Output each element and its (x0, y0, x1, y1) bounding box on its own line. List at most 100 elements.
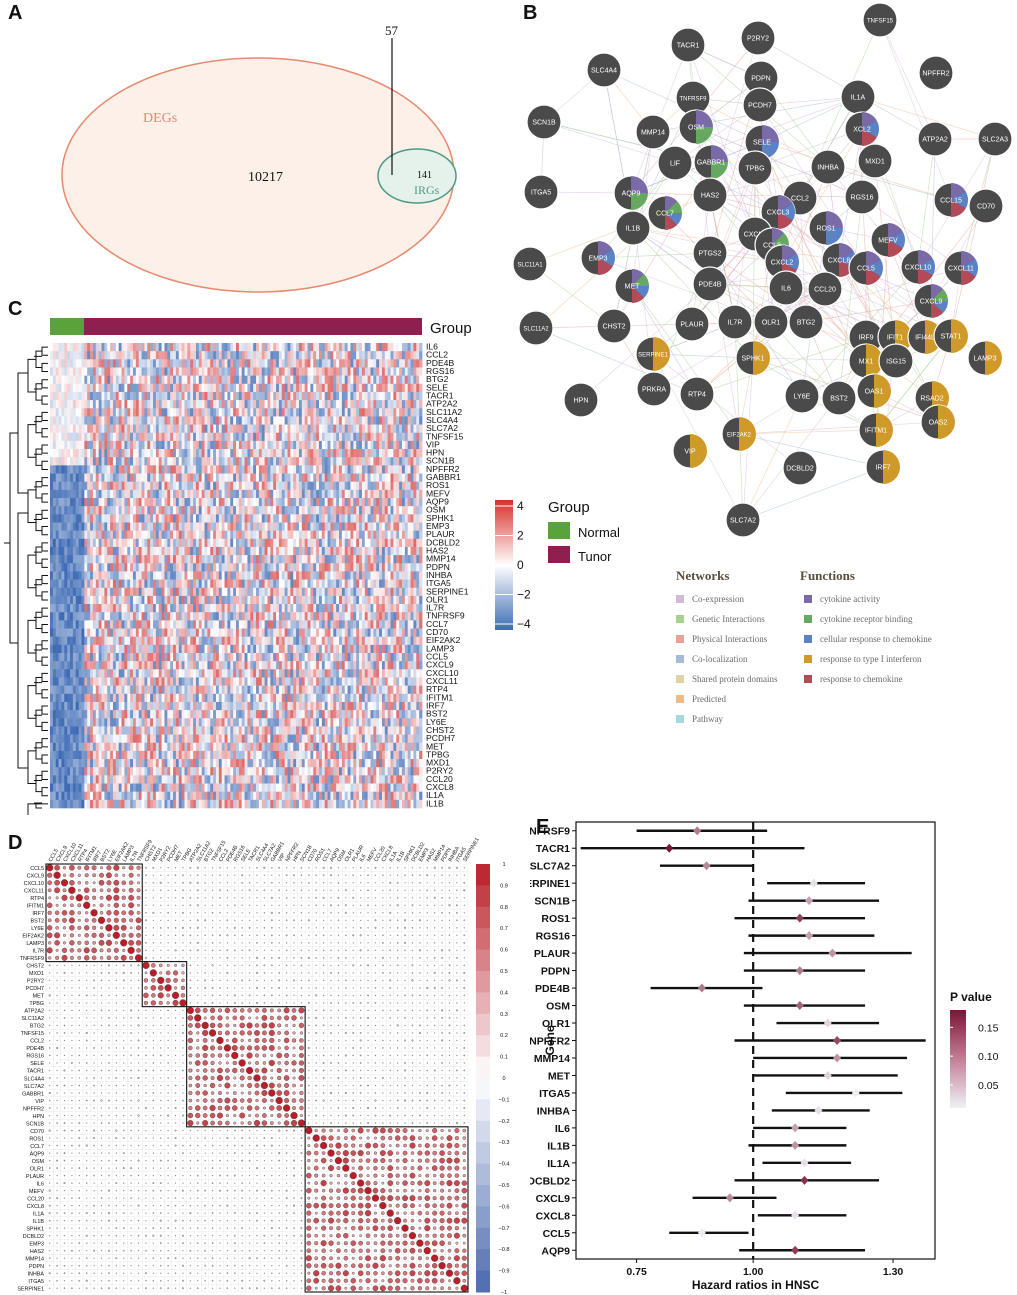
heatmap-cell (264, 351, 268, 360)
heatmap-cell (112, 383, 117, 393)
heatmap-cell (273, 449, 277, 458)
heatmap-cell (264, 408, 268, 417)
heatmap-cell (361, 375, 366, 385)
heatmap-cell (376, 546, 380, 556)
heatmap-cell (298, 432, 303, 442)
heatmap-cell (87, 514, 91, 523)
heatmap-cell (396, 481, 400, 491)
heatmap-cell (284, 555, 288, 564)
heatmap-cell (413, 465, 417, 474)
heatmap-cell (87, 571, 91, 580)
heatmap-cell (236, 416, 240, 425)
heatmap-cell (184, 432, 188, 442)
heatmap-cell (321, 457, 326, 466)
heatmap-cell (110, 579, 114, 589)
heatmap-cell (238, 449, 243, 458)
heatmap-cell (318, 498, 323, 507)
heatmap-cell (64, 538, 68, 548)
heatmap-cell (230, 571, 234, 580)
heatmap-cell (233, 343, 237, 352)
heatmap-cell (393, 359, 397, 368)
heatmap-cell (410, 587, 414, 597)
heatmap-cell (215, 351, 220, 360)
heatmap-cell (84, 587, 88, 597)
network-node: TPBG (737, 150, 773, 186)
heatmap-cell (276, 383, 280, 393)
heatmap-cell (318, 449, 323, 458)
heatmap-cell (301, 400, 306, 409)
heatmap-cell (296, 383, 300, 393)
heatmap-cell (361, 571, 366, 580)
heatmap-cell (201, 604, 205, 613)
heatmap-cell (250, 457, 254, 466)
heatmap-cell (250, 351, 254, 360)
heatmap-cell (207, 587, 211, 597)
heatmap-cell (247, 555, 251, 564)
heatmap-cell (158, 563, 162, 572)
heatmap-cell (141, 538, 145, 548)
heatmap-cell (364, 351, 369, 360)
heatmap-cell (336, 408, 340, 417)
heatmap-cell (144, 383, 148, 393)
heatmap-cell (296, 555, 300, 564)
heatmap-cell (387, 449, 391, 458)
heatmap-cell (104, 440, 108, 450)
heatmap-cell (150, 351, 154, 360)
heatmap-cell (104, 449, 108, 458)
heatmap-cell (318, 563, 323, 572)
heatmap-cell (361, 408, 366, 417)
heatmap-cell (213, 538, 217, 548)
heatmap-cell (184, 424, 188, 434)
heatmap-cell (376, 416, 380, 425)
heatmap-cell (324, 432, 328, 442)
heatmap-cell (356, 440, 360, 450)
node-function-slice (961, 259, 978, 277)
heatmap-cell (333, 375, 337, 385)
heatmap-cell (270, 416, 274, 425)
heatmap-cell (175, 473, 180, 482)
heatmap-cell (393, 408, 397, 417)
heatmap-cell (310, 465, 314, 474)
network-edge (597, 162, 676, 259)
heatmap-cell (210, 546, 214, 556)
heatmap-cell (207, 546, 211, 556)
heatmap-cell (238, 400, 243, 409)
heatmap-cell (276, 538, 280, 548)
heatmap-cell (144, 481, 148, 491)
heatmap-cell (135, 408, 140, 417)
heatmap-cell (364, 563, 369, 572)
heatmap-cell (233, 546, 237, 556)
heatmap-cell (419, 579, 423, 589)
node-function-slice (778, 212, 793, 229)
heatmap-cell (121, 579, 125, 589)
heatmap-cell (324, 514, 328, 523)
heatmap-cell (336, 416, 340, 425)
heatmap-cell (124, 408, 128, 417)
heatmap-cell (201, 571, 205, 580)
heatmap-cell (218, 571, 223, 580)
heatmap-cell (336, 579, 340, 589)
node-label: CXCL3 (767, 210, 790, 217)
heatmap-cell (336, 587, 340, 597)
heatmap-cell (281, 383, 286, 393)
heatmap-cell (218, 449, 223, 458)
heatmap-cell (236, 481, 240, 491)
heatmap-cell (207, 612, 211, 621)
heatmap-cell (324, 579, 328, 589)
heatmap-cell (373, 514, 377, 523)
heatmap-cell (98, 473, 102, 482)
heatmap-cell (198, 506, 203, 515)
heatmap-cell (233, 424, 237, 434)
heatmap-cell (178, 522, 183, 531)
heatmap-cell (58, 367, 62, 376)
heatmap-cell (350, 473, 354, 482)
heatmap-cell (236, 424, 240, 434)
heatmap-cell (236, 351, 240, 360)
heatmap-cell (313, 465, 317, 474)
heatmap-cell (287, 489, 291, 499)
heatmap-cell (253, 481, 257, 491)
node-circle (857, 143, 893, 179)
heatmap-cell (318, 522, 323, 531)
heatmap-cell (367, 400, 371, 409)
heatmap-cell (224, 489, 228, 499)
